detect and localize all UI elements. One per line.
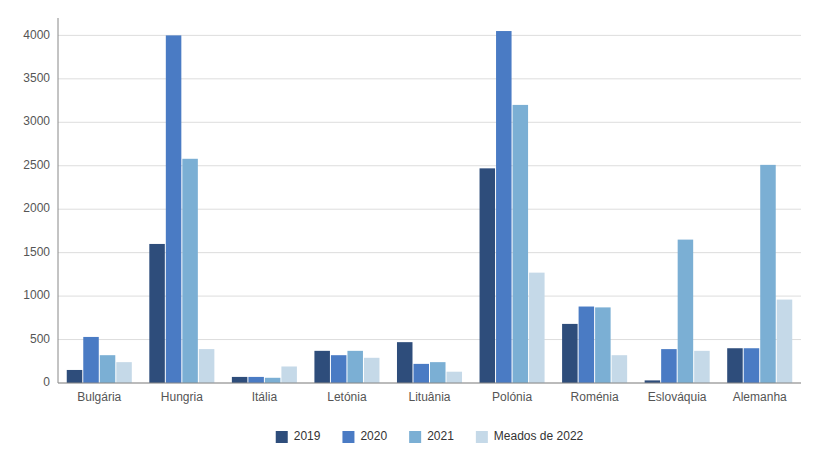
bar [265,378,281,383]
x-tick-label: Eslováquia [648,390,707,404]
legend-label: 2019 [294,429,321,443]
bar [496,31,512,383]
bar [678,240,694,383]
x-tick-label: Lituânia [408,390,450,404]
bar [694,351,710,383]
chart-svg: 0 500 1000 1500 2000 2500 3000 3500 4000 Bulgária… [0,0,819,461]
bar [612,355,628,383]
bar [182,159,198,383]
y-tick-label: 2500 [23,158,50,172]
y-tick-label: 500 [30,332,50,346]
legend-label: 2020 [360,429,387,443]
legend-swatch [409,431,421,443]
legend-swatch [276,431,288,443]
y-tick-label: 0 [43,375,50,389]
y-axis-line [58,18,59,383]
legend-label: 2021 [427,429,454,443]
legend-item: 2019 [276,429,321,443]
bar [281,366,297,383]
bar-series [116,273,792,383]
bar [529,273,545,383]
bar [744,348,760,383]
legend-item: 2020 [342,429,387,443]
bar [430,362,446,383]
bar [116,362,132,383]
y-tick-label: 4000 [23,28,50,42]
bar [232,377,248,383]
bar [480,168,496,383]
bar [413,364,429,383]
legend-swatch [342,431,354,443]
bar [579,307,595,383]
bar [513,105,529,383]
bar [562,324,578,383]
y-tick-label: 1500 [23,245,50,259]
chart-container: 0 500 1000 1500 2000 2500 3000 3500 4000 Bulgária… [0,0,819,461]
bar [727,348,743,383]
bar [248,377,264,383]
grid [58,35,801,383]
x-tick-label: Letónia [327,390,367,404]
x-tick-label: Bulgária [77,390,121,404]
bar [67,370,83,383]
bar [777,300,793,383]
legend-label: Meados de 2022 [494,429,584,443]
bar [314,351,330,383]
bar [166,35,182,383]
bar [199,349,215,383]
y-tick-label: 3500 [23,71,50,85]
bar [347,351,363,383]
bar-series [83,31,759,383]
bar [100,355,116,383]
bar [661,349,677,383]
y-tick-label: 3000 [23,114,50,128]
legend-item: Meados de 2022 [476,429,584,443]
bar [331,355,347,383]
y-tick-label: 1000 [23,288,50,302]
bar [149,244,165,383]
x-axis-line [58,383,801,384]
legend-item: 2021 [409,429,454,443]
x-tick-label: Hungria [161,390,203,404]
x-tick-label: Polónia [492,390,532,404]
bar-series [100,105,776,383]
x-axis: Bulgária Hungria Itália Letónia Lituânia Poló… [77,390,787,404]
legend: 2019 2020 2021 Meados de 2022 [276,429,584,443]
bar [447,372,463,383]
y-tick-label: 2000 [23,201,50,215]
page: {"chart_data": {"type": "bar", "categori… [0,0,819,461]
bars [67,31,792,383]
y-axis: 0 500 1000 1500 2000 2500 3000 3500 4000 [23,18,58,389]
x-tick-label: Alemanha [733,390,787,404]
bar [83,337,99,383]
bar [397,342,413,383]
bar [760,165,776,383]
bar [595,307,611,383]
bar [364,358,380,383]
legend-swatch [476,431,488,443]
x-tick-label: Itália [252,390,278,404]
x-tick-label: Roménia [571,390,619,404]
grid-line [58,383,801,384]
